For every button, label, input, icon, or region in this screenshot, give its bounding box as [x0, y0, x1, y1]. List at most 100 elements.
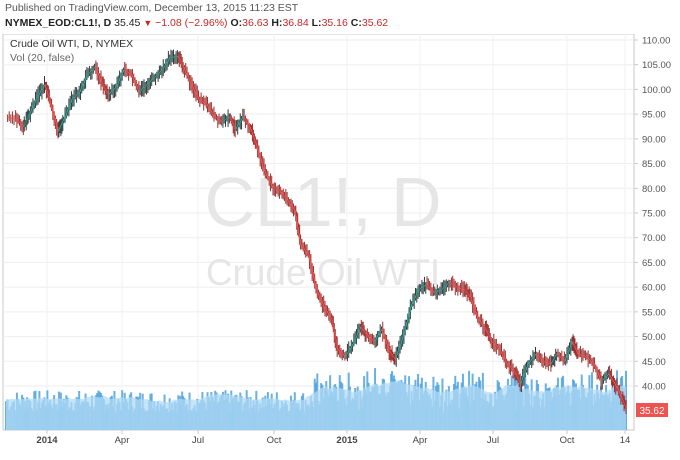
- price-candle-body: [360, 326, 363, 328]
- price-candle-body: [301, 245, 303, 247]
- price-candle-body: [475, 311, 478, 316]
- price-candle-body: [201, 100, 204, 102]
- price-candle-body: [512, 368, 514, 370]
- price-candle-body: [79, 89, 82, 92]
- price-candle-body: [182, 65, 184, 68]
- price-candle-body: [336, 343, 338, 349]
- price-candle-body: [87, 73, 89, 75]
- price-chart[interactable]: CL1!, D Crude Oil WTI 2014 Apr Jul Oct 2015 A…: [0, 33, 680, 455]
- price-candle-body: [509, 366, 512, 368]
- price-candle-body: [543, 361, 546, 363]
- price-candle-body: [462, 288, 464, 290]
- price-candle-body: [400, 340, 403, 344]
- price-candle-body: [23, 124, 26, 127]
- price-candle-body: [107, 92, 109, 95]
- price-candle-body: [26, 118, 28, 121]
- price-candle-body: [276, 188, 278, 190]
- price-candle-body: [469, 295, 471, 298]
- price-candle-body: [421, 287, 423, 289]
- price-change: −1.08 (−2.96%): [155, 17, 228, 29]
- price-candle-body: [312, 272, 315, 279]
- price-candle-body: [455, 286, 458, 288]
- price-candle-body: [250, 128, 253, 132]
- price-candle-body: [125, 70, 127, 72]
- price-candle-body: [595, 366, 597, 370]
- price-candle-body: [215, 117, 218, 119]
- price-candle-body: [260, 158, 263, 163]
- price-candle-body: [381, 329, 384, 333]
- price-candle-body: [435, 291, 437, 293]
- price-candle-body: [417, 289, 419, 293]
- price-candle-body: [242, 116, 244, 119]
- price-candle-body: [371, 339, 374, 341]
- price-candle-body: [148, 82, 150, 84]
- y-tick-label: 55.00: [642, 307, 666, 318]
- watermark-name: Crude Oil WTI: [206, 252, 440, 293]
- price-candle-body: [234, 126, 236, 129]
- price-candle-body: [65, 112, 68, 116]
- chart-frame[interactable]: CL1!, D Crude Oil WTI 2014 Apr Jul Oct 2015 A…: [0, 33, 680, 455]
- price-candle-body: [55, 122, 58, 127]
- down-arrow-icon: ▼: [143, 18, 153, 28]
- price-candle-body: [113, 88, 116, 90]
- price-candle-body: [397, 347, 400, 352]
- price-candle-body: [181, 63, 183, 66]
- price-candle-body: [520, 380, 523, 384]
- price-candle-body: [552, 358, 555, 361]
- price-candle-body: [384, 336, 387, 341]
- price-candle-body: [150, 79, 153, 81]
- price-candle-body: [71, 98, 74, 100]
- price-candle-body: [248, 124, 251, 127]
- price-candle-body: [245, 120, 248, 123]
- price-candle-body: [191, 84, 193, 87]
- price-candle-body: [516, 375, 519, 378]
- price-candle-body: [586, 356, 588, 358]
- x-tick-label: Apr: [115, 435, 130, 446]
- price-candle-body: [608, 373, 611, 376]
- price-candle-body: [349, 348, 351, 351]
- price-candle-body: [232, 122, 235, 125]
- price-candle-body: [8, 117, 11, 119]
- price-candle-body: [450, 283, 453, 285]
- price-candle-body: [183, 67, 186, 71]
- price-candle-body: [299, 239, 302, 246]
- y-tick-label: 40.00: [642, 382, 666, 393]
- price-candle-body: [365, 332, 367, 335]
- price-candle-body: [129, 72, 131, 74]
- price-candle-body: [176, 55, 179, 57]
- price-candle-body: [166, 61, 168, 64]
- price-candle-body: [197, 96, 200, 100]
- price-candle-body: [43, 84, 46, 87]
- price-candle-body: [149, 80, 152, 83]
- price-candle-body: [244, 118, 247, 121]
- price-candle-body: [358, 329, 360, 333]
- price-candle-body: [424, 284, 427, 286]
- price-candle-body: [278, 189, 281, 191]
- high-label: H:: [271, 17, 283, 29]
- price-candle-body: [583, 355, 586, 357]
- price-candle-body: [396, 351, 399, 356]
- price-candle-body: [552, 360, 554, 363]
- price-candle-body: [98, 75, 101, 79]
- price-candle-body: [383, 332, 385, 337]
- price-candle-body: [342, 353, 345, 356]
- price-candle-body: [530, 358, 533, 361]
- price-badge-bg: [636, 403, 668, 417]
- price-candle-body: [625, 406, 627, 408]
- price-candle-body: [335, 339, 338, 344]
- price-candle-body: [302, 246, 304, 249]
- price-candle-body: [324, 306, 326, 309]
- price-candle-body: [42, 86, 45, 89]
- grid: [3, 34, 634, 430]
- quote-line: NYMEX_EOD:CL1!, D 35.45 ▼ −1.08 (−2.96%)…: [5, 17, 388, 29]
- price-candle-body: [428, 287, 431, 289]
- x-tick-label: Oct: [267, 435, 282, 446]
- price-candle-body: [196, 94, 199, 97]
- price-candle-body: [568, 348, 571, 352]
- watermark-symbol: CL1!, D: [204, 163, 441, 241]
- price-candle-body: [132, 77, 135, 81]
- open-label: O:: [230, 17, 243, 29]
- x-tick-label: 14: [620, 435, 631, 446]
- price-candle-body: [623, 403, 626, 405]
- price-candle-body: [291, 205, 294, 208]
